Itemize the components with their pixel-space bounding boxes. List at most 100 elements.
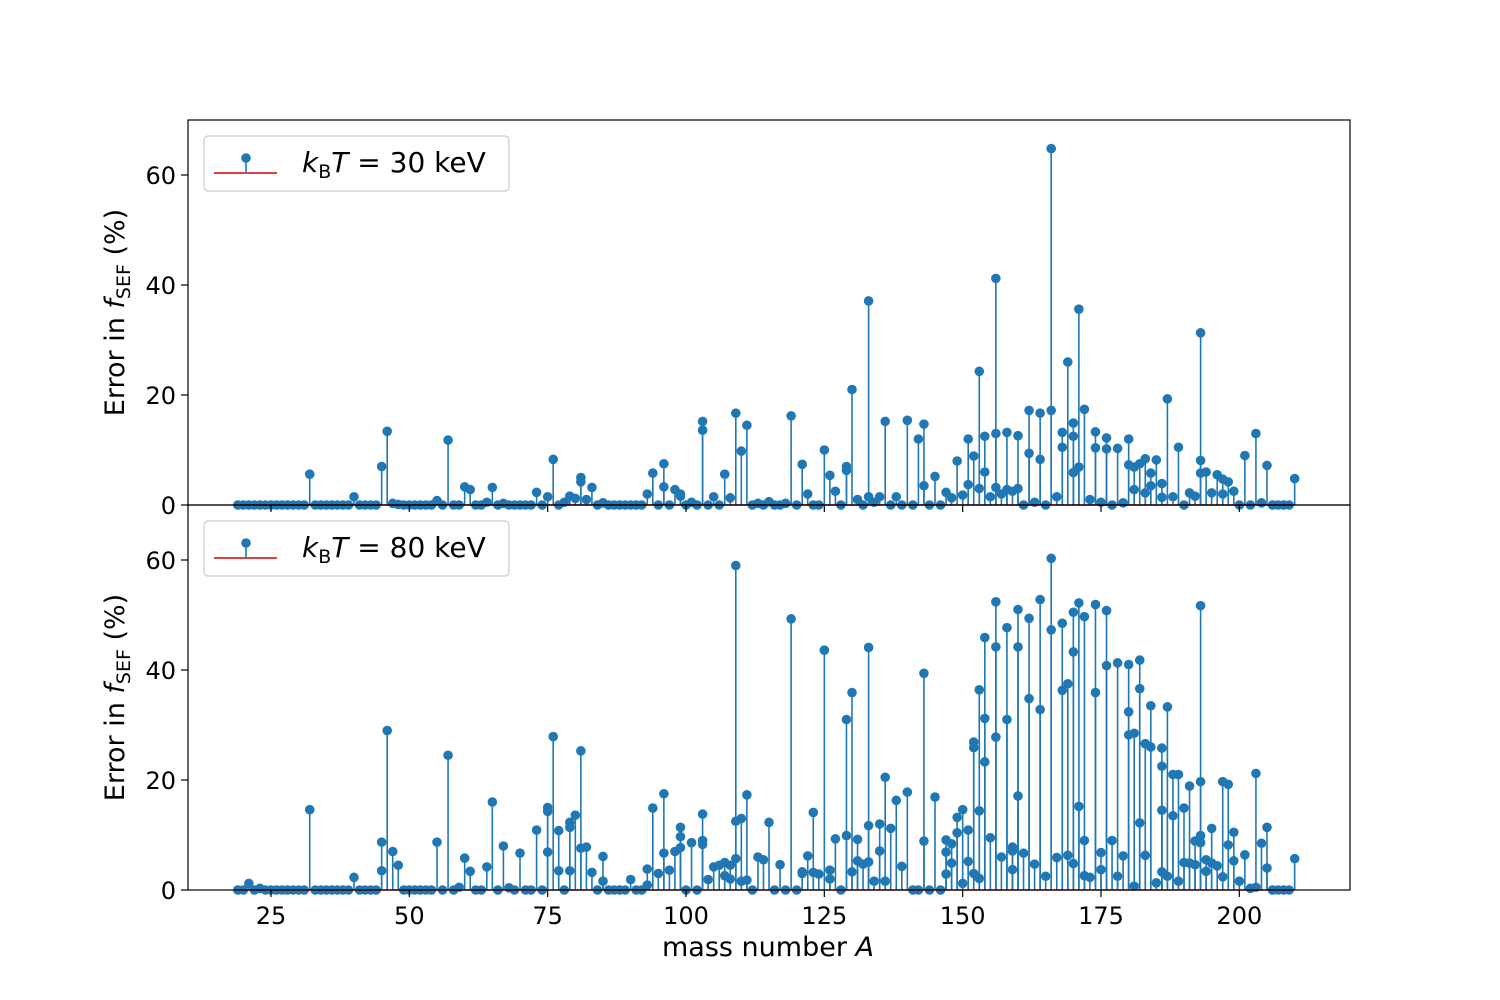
stem-marker [980, 431, 990, 442]
stem-marker [874, 819, 885, 829]
stem-marker [697, 839, 708, 850]
stem-marker [587, 867, 597, 878]
stem-marker [587, 482, 597, 493]
x-axis-label: mass number A [662, 932, 874, 963]
stem-marker [919, 836, 929, 846]
stem-marker [675, 842, 686, 853]
stem-marker [825, 470, 835, 481]
stem-marker [1162, 871, 1173, 882]
stem-marker [576, 477, 586, 487]
stem-marker [952, 812, 962, 823]
stem-marker [697, 416, 708, 427]
stem-marker [1162, 394, 1173, 404]
stem-marker [1002, 427, 1012, 438]
stem-marker [1107, 835, 1117, 846]
stem-marker [1074, 598, 1084, 608]
stem-marker [775, 859, 785, 870]
stem-marker [847, 384, 857, 395]
x-tick-label: 50 [394, 902, 425, 930]
stem-marker [919, 419, 929, 429]
stem-marker [913, 434, 924, 444]
stem-marker [1068, 647, 1079, 657]
stem-marker [1112, 443, 1123, 454]
stem-marker [1018, 848, 1029, 858]
stem-marker [1068, 607, 1079, 618]
stem-marker [780, 498, 791, 509]
legend-marker-swatch [241, 538, 251, 548]
stem-marker [1090, 427, 1101, 437]
stem-marker [675, 831, 686, 842]
stem-marker [736, 813, 747, 824]
stem-marker [376, 865, 387, 876]
top-panel: 0 20 40 60 Error in fSEF (%) kBT = 30 keV [100, 119, 1351, 520]
stem-marker [542, 491, 553, 502]
stem-marker [1090, 687, 1101, 698]
stem-marker [642, 489, 653, 499]
stem-marker [376, 461, 387, 472]
stem-marker [1051, 491, 1062, 502]
stem-marker [1068, 418, 1079, 428]
stem-marker [1140, 454, 1151, 464]
stem-marker [1029, 859, 1040, 869]
stem-marker [1195, 600, 1206, 611]
stem-marker [1256, 498, 1267, 508]
stem-marker [1101, 660, 1112, 671]
stem-marker [1162, 702, 1173, 712]
stem-marker [863, 857, 874, 867]
stem-marker [980, 467, 990, 477]
stem-marker [1151, 878, 1162, 888]
stem-marker [376, 837, 387, 847]
stem-marker [1046, 143, 1056, 154]
stem-marker [1057, 427, 1068, 438]
stem-marker [1134, 818, 1145, 828]
stem-marker [304, 804, 315, 815]
stem-marker [902, 787, 913, 797]
y-tick-label: 60 [145, 162, 176, 190]
stem-marker [1173, 876, 1184, 886]
stem-marker [1123, 434, 1134, 444]
stem-marker [659, 482, 669, 492]
stem-marker [382, 725, 393, 736]
stem-marker [548, 731, 558, 742]
stem-marker [797, 868, 807, 879]
stem-marker [874, 846, 885, 856]
stem-marker [1101, 433, 1112, 443]
stem-marker [465, 866, 476, 877]
x-tick-label: 100 [663, 902, 709, 930]
y-axis-label: Error in fSEF (%) [100, 209, 135, 416]
stem-marker [1173, 769, 1184, 780]
y-axis-label: Error in fSEF (%) [100, 594, 135, 801]
stem-marker [548, 454, 558, 465]
stem-marker [648, 468, 658, 478]
stem-marker [1051, 852, 1062, 863]
stem-marker [675, 822, 686, 833]
stem-marker [531, 487, 542, 498]
stem-marker [1201, 467, 1211, 477]
stem-marker [1195, 328, 1206, 338]
stem-marker [968, 451, 979, 461]
stem-marker [930, 792, 940, 802]
stem-marker [1201, 866, 1211, 877]
stem-marker [553, 825, 564, 836]
stem-marker [891, 491, 902, 502]
stem-marker [1007, 846, 1018, 856]
stem-marker [1013, 430, 1023, 441]
stem-marker [991, 273, 1001, 284]
stem-marker [1140, 850, 1151, 861]
stem-marker [731, 408, 741, 418]
stem-marker [841, 830, 852, 841]
stem-marker [885, 823, 896, 834]
stem-marker [1134, 683, 1145, 694]
stem-marker [1179, 803, 1189, 813]
stem-marker [1096, 864, 1106, 875]
stem-marker [880, 416, 890, 427]
stem-marker [1190, 859, 1200, 870]
stem-marker [1146, 480, 1156, 491]
legend-label: kBT = 30 keV [302, 146, 486, 183]
stem-marker [1129, 728, 1139, 739]
stem-marker [659, 458, 669, 469]
stem-marker [1074, 304, 1084, 315]
stem-marker [1074, 801, 1084, 812]
stem-marker [708, 491, 719, 502]
stem-marker [1090, 599, 1101, 610]
